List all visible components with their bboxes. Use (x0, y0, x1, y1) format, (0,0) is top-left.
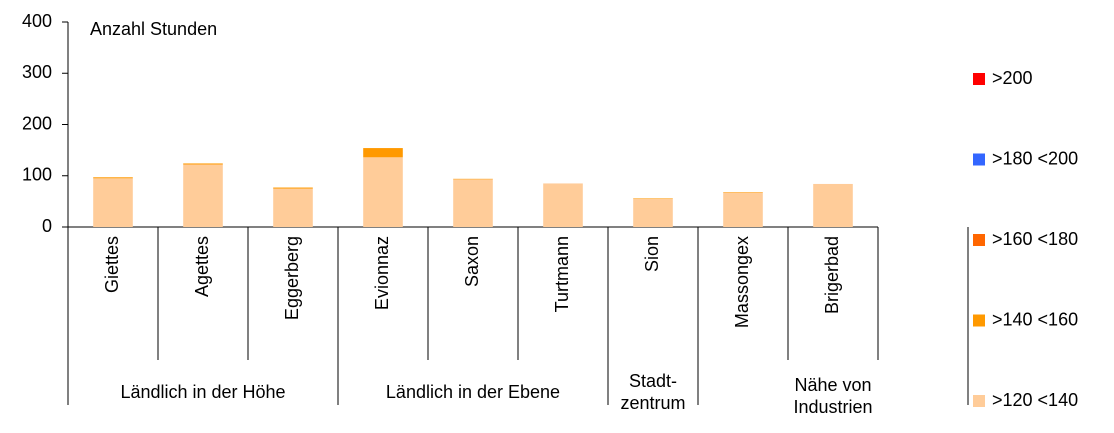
bar-segment (453, 178, 493, 180)
y-tick-label: 200 (22, 113, 52, 133)
bar-segment (183, 163, 223, 165)
legend-swatch (973, 314, 985, 327)
legend-label: >180 <200 (992, 148, 1078, 168)
legend-label: >160 <180 (992, 229, 1078, 249)
bar-segment (93, 178, 133, 227)
legend-swatch (973, 153, 985, 166)
bar-segment (183, 164, 223, 227)
bar-segment (633, 198, 673, 227)
bar-segment (723, 192, 763, 227)
bar-segment (363, 148, 403, 158)
x-tick-label: Sion (642, 236, 662, 272)
legend-swatch (973, 395, 985, 407)
y-tick-label: 100 (22, 165, 52, 185)
x-tick-label: Brigerbad (822, 236, 842, 314)
x-tick-label: Turtmann (552, 236, 572, 312)
bar-segment (273, 187, 313, 189)
bar-segment (453, 179, 493, 227)
bar-segment (723, 192, 763, 193)
bar-segment (543, 183, 583, 227)
group-label: Nähe von Industrien (793, 375, 873, 417)
y-tick-label: 400 (22, 11, 52, 31)
y-tick-label: 300 (22, 62, 52, 82)
legend-swatch (973, 234, 985, 246)
legend-label: >200 (992, 68, 1033, 88)
y-tick-label: 0 (42, 216, 52, 236)
bar-segment (273, 188, 313, 227)
x-tick-label: Eggerberg (282, 236, 302, 320)
x-tick-label: Saxon (462, 236, 482, 287)
legend-swatch (973, 73, 985, 85)
x-tick-label: Massongex (732, 236, 752, 328)
group-label: Ländlich in der Ebene (385, 382, 561, 402)
bar-segment (633, 198, 673, 199)
bar-segment (363, 157, 403, 227)
annotation: Anzahl Stunden (90, 19, 217, 39)
legend-label: >120 <140 (992, 390, 1078, 410)
bar-segment (93, 177, 133, 179)
group-label: Ländlich in der Höhe (120, 382, 286, 402)
bar-segment (813, 183, 853, 227)
legend-label: >140 <160 (992, 309, 1078, 329)
x-tick-label: Agettes (192, 236, 212, 297)
x-tick-label: Evionnaz (372, 236, 392, 310)
x-tick-label: Giettes (102, 236, 122, 293)
group-label: Stadt-zentrum (620, 371, 686, 413)
